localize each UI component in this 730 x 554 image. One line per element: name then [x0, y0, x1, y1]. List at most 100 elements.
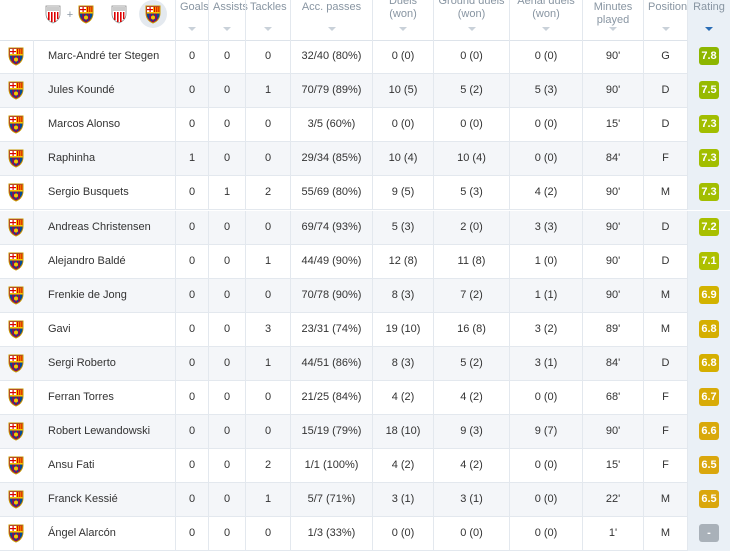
stat-cell: 4 (2) [372, 449, 433, 484]
sort-caret[interactable] [609, 27, 617, 31]
player-name[interactable]: Alejandro Baldé [33, 244, 175, 279]
player-name[interactable]: Sergi Roberto [33, 346, 175, 381]
sort-caret[interactable] [223, 27, 231, 31]
player-name[interactable]: Ansu Fati [33, 449, 175, 484]
column-header[interactable]: Rating [687, 0, 730, 40]
column-header[interactable]: Duels (won) [372, 0, 433, 40]
stat-cell: 23/31 (74%) [290, 312, 372, 347]
player-name[interactable]: Marc-André ter Stegen [33, 40, 175, 74]
stat-cell: 7 (2) [433, 278, 509, 313]
stat-cell: 3 (1) [509, 346, 582, 381]
stat-cell: 0 [208, 40, 245, 74]
stat-cell: 0 (0) [509, 142, 582, 177]
stat-cell: 6.7 [687, 381, 730, 415]
stat-cell: 1 [245, 346, 290, 381]
column-header[interactable]: Position [643, 0, 687, 40]
player-name[interactable]: Robert Lewandowski [33, 415, 175, 450]
stat-cell: D [643, 74, 687, 109]
stat-cell: 0 [245, 278, 290, 313]
stat-cell: 90' [582, 278, 643, 313]
stat-cell: 90' [582, 40, 643, 74]
stat-cell: 84' [582, 346, 643, 381]
stat-cell: M [643, 483, 687, 518]
stat-cell: 5 (3) [433, 176, 509, 211]
sort-caret[interactable] [188, 27, 196, 31]
stat-cell: 0 [175, 244, 208, 279]
stat-cell: 0 [208, 74, 245, 109]
stat-cell: 0 [245, 381, 290, 415]
player-name[interactable]: Ángel Alarcón [33, 517, 175, 552]
player-name[interactable]: Ferran Torres [33, 381, 175, 415]
stat-cell: 9 (5) [372, 176, 433, 211]
stat-cell: 70/79 (89%) [290, 74, 372, 109]
player-name[interactable]: Frenkie de Jong [33, 278, 175, 313]
player-name[interactable]: Franck Kessié [33, 483, 175, 518]
stat-cell: 0 [208, 517, 245, 552]
stat-cell: 1 [208, 176, 245, 211]
stat-cell: - [687, 517, 730, 552]
stat-cell: 5 (3) [509, 74, 582, 109]
stat-cell: M [643, 517, 687, 552]
team-icon[interactable] [78, 5, 94, 24]
sort-caret[interactable] [467, 27, 476, 31]
stat-cell: 29/34 (85%) [290, 142, 372, 177]
stat-cell: 8 (3) [372, 346, 433, 381]
sort-caret[interactable] [661, 27, 670, 31]
stat-cell: 1/3 (33%) [290, 517, 372, 552]
column-header[interactable]: Tackles [245, 0, 290, 40]
team-icon[interactable] [45, 5, 61, 24]
column-header[interactable]: Aerial duels (won) [509, 0, 582, 40]
sort-caret[interactable] [264, 27, 272, 31]
stat-cell: 2 (0) [433, 210, 509, 245]
stat-cell: 0 [208, 312, 245, 347]
stat-cell: 0 [175, 483, 208, 518]
column-header[interactable]: Assists [208, 0, 248, 40]
stat-cell: 5/7 (71%) [290, 483, 372, 518]
stat-cell: 5 (2) [433, 74, 509, 109]
stat-cell: 1/1 (100%) [290, 449, 372, 484]
player-row: Robert Lewandowski 0 0 0 15/19 (79%) 18 (10) 9… [0, 415, 730, 450]
stat-cell: 7.2 [687, 210, 730, 245]
team-icon[interactable] [145, 5, 161, 24]
stat-cell: 10 (5) [372, 74, 433, 109]
player-row: Frenkie de Jong 0 0 0 70/78 (90%) 8 (3) 7 (2) 1… [0, 278, 730, 313]
team-icon[interactable] [111, 5, 127, 24]
column-header[interactable]: Acc. passes [290, 0, 372, 40]
team-crest [8, 115, 24, 134]
player-name[interactable]: Raphinha [33, 142, 175, 177]
sort-caret[interactable] [542, 27, 550, 31]
stat-cell: D [643, 346, 687, 381]
player-name[interactable]: Jules Koundé [33, 74, 175, 109]
stat-cell: 0 [208, 381, 245, 415]
stat-cell: 2 [245, 449, 290, 484]
stat-cell: 0 (0) [372, 108, 433, 143]
player-name[interactable]: Gavi [33, 312, 175, 347]
stat-cell: 9 (3) [433, 415, 509, 450]
stat-cell: 0 [245, 108, 290, 143]
rating-badge: 6.5 [699, 456, 719, 475]
stat-cell: 3 (1) [433, 483, 509, 518]
team-crest [8, 81, 24, 100]
stat-cell: 3 (2) [509, 312, 582, 347]
rating-badge: 7.3 [699, 149, 719, 168]
sort-caret[interactable] [399, 27, 407, 31]
team-crest [8, 286, 24, 305]
column-header[interactable]: Ground duels (won) [433, 0, 509, 40]
player-row: Ferran Torres 0 0 0 21/25 (84%) 4 (2) 4 (2) 0 (… [0, 381, 730, 415]
plus-icon: + [67, 9, 73, 21]
sort-caret[interactable] [705, 27, 713, 31]
stat-cell: 0 [175, 176, 208, 211]
stat-cell: 0 (0) [372, 40, 433, 74]
stat-cell: 21/25 (84%) [290, 381, 372, 415]
column-header[interactable]: Goals [175, 0, 209, 40]
column-header[interactable]: Minutes played [582, 0, 643, 40]
sort-caret[interactable] [327, 27, 336, 31]
player-name[interactable]: Sergio Busquets [33, 176, 175, 211]
player-name[interactable]: Marcos Alonso [33, 108, 175, 143]
stat-cell: 0 (0) [509, 483, 582, 518]
stat-cell: 1 [245, 483, 290, 518]
rating-badge: 6.6 [699, 422, 719, 441]
player-name[interactable]: Andreas Christensen [33, 210, 175, 245]
stat-cell: 1 [245, 244, 290, 279]
team-crest [8, 354, 24, 373]
